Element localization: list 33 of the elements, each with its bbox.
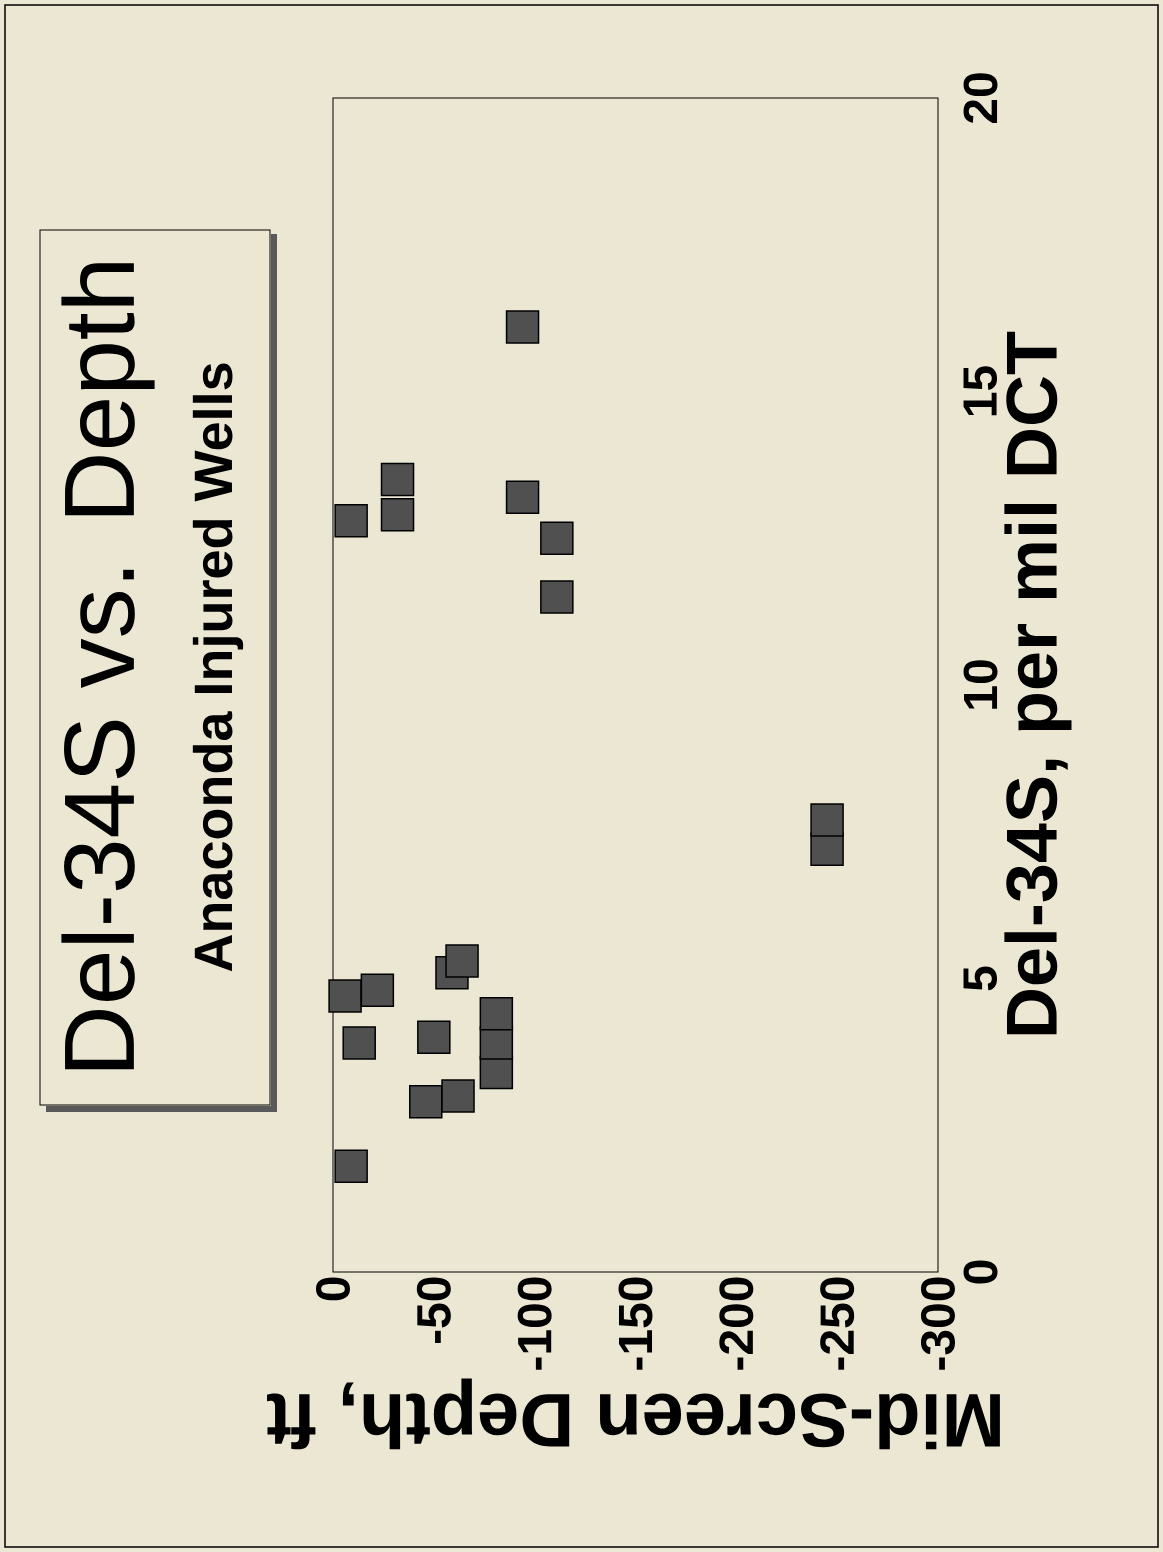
point bbox=[445, 944, 479, 978]
point bbox=[342, 1026, 376, 1060]
y-tick-label: 0 bbox=[963, 1260, 998, 1284]
point bbox=[810, 803, 844, 837]
y-tick-label: 15 bbox=[963, 366, 998, 416]
point bbox=[441, 1079, 475, 1113]
point bbox=[417, 1020, 451, 1054]
x-tick-label: -250 bbox=[820, 1277, 855, 1370]
point bbox=[380, 498, 415, 532]
y-tick-label: 5 bbox=[963, 966, 998, 991]
x-tick-label: -100 bbox=[517, 1277, 552, 1370]
y-axis-title: Del-34S, per mil DCT bbox=[1004, 331, 1072, 1035]
x-tick-label: 0 bbox=[316, 1277, 350, 1301]
x-tick-label: -200 bbox=[719, 1277, 754, 1370]
y-tick-label: 10 bbox=[963, 660, 998, 709]
point bbox=[360, 973, 395, 1007]
point bbox=[334, 1149, 368, 1184]
point bbox=[540, 521, 574, 555]
point bbox=[479, 996, 514, 1031]
point bbox=[409, 1085, 443, 1119]
point bbox=[380, 462, 415, 497]
point bbox=[540, 580, 574, 614]
point bbox=[505, 480, 540, 514]
text: Anaconda Injured Wells bbox=[192, 363, 244, 972]
x-tick-label: -300 bbox=[920, 1277, 956, 1370]
text: Del-34S vs. Depth bbox=[61, 263, 155, 1070]
point bbox=[334, 503, 368, 538]
x-tick-label: -50 bbox=[416, 1277, 451, 1344]
x-axis-title: Mid-Screen Depth, ft bbox=[267, 1378, 1000, 1450]
point bbox=[328, 979, 362, 1013]
x-tick-label: -150 bbox=[618, 1277, 653, 1370]
point bbox=[505, 310, 540, 344]
y-tick-label: 20 bbox=[963, 73, 998, 124]
